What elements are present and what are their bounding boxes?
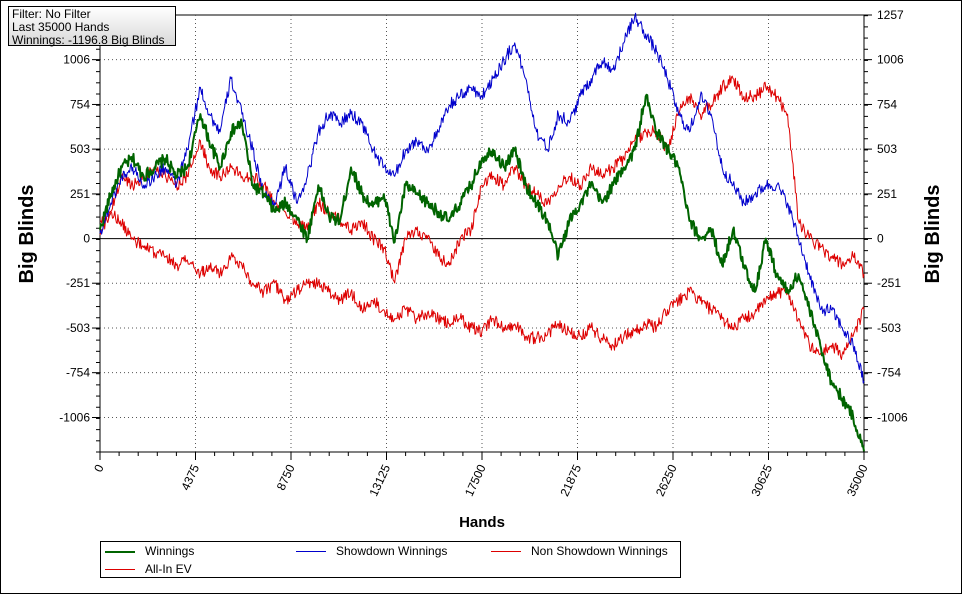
x-tick-label: 0 [91,462,107,474]
legend-label-non-showdown: Non Showdown Winnings [531,544,668,558]
y-tick-label-left: -503 [66,321,90,335]
y-axis-title-left: Big Blinds [16,185,38,284]
legend-swatch-allin-ev [105,569,135,571]
legend-label-allin-ev: All-In EV [145,562,192,576]
winnings-text: Winnings: -1196.8 Big Blinds [12,33,165,47]
legend-item-allin-ev: All-In EV [105,561,192,577]
x-tick-label: 35000 [844,462,871,498]
grid [100,15,864,452]
y-axis-title-right: Big Blinds [922,185,944,284]
x-tick-label: 26250 [653,462,680,498]
x-axis-title: Hands [459,514,505,531]
y-tick-label-right: 503 [877,142,897,156]
legend-swatch-non-showdown [491,551,521,553]
x-tick-label: 13125 [366,462,393,498]
y-tick-label-left: 503 [70,142,90,156]
info-box: Filter: No Filter Last 35000 Hands Winni… [8,6,176,47]
y-tick-label-right: 0 [877,232,884,246]
legend: Winnings Showdown Winnings Non Showdown … [100,541,681,578]
series-line-all-in-ev [99,209,865,360]
y-tick-label-left: 251 [70,187,90,201]
y-tick-label-left: 1006 [63,53,90,67]
legend-item-showdown: Showdown Winnings [296,543,447,559]
y-tick-label-right: -754 [877,366,901,380]
series-line-showdown-winnings [99,12,865,384]
x-tick-label: 21875 [557,462,584,498]
x-tick-label: 8750 [274,462,298,492]
y-tick-label-right: -1006 [877,410,908,424]
y-tick-label-left: 754 [70,97,90,111]
x-tick-label: 4375 [178,462,202,492]
x-tick-label: 30625 [748,462,775,498]
legend-item-winnings: Winnings [105,543,194,559]
series-line-winnings [99,93,865,452]
legend-swatch-showdown [296,551,326,553]
legend-swatch-winnings [105,550,135,553]
y-tick-label-left: 0 [83,232,90,246]
hands-text: Last 35000 Hands [12,20,110,34]
y-tick-label-right: 754 [877,97,897,111]
y-tick-label-right: -251 [877,276,901,290]
filter-text: Filter: No Filter [12,7,91,21]
y-tick-label-right: -503 [877,321,901,335]
y-tick-label-left: -251 [66,276,90,290]
legend-label-showdown: Showdown Winnings [336,544,448,558]
y-tick-label-left: -1006 [59,410,90,424]
series-line-non-showdown-winnings [99,75,865,284]
y-tick-label-right: 251 [877,187,897,201]
y-tick-label-right: 1257 [877,8,904,22]
y-tick-label-left: -754 [66,366,90,380]
legend-item-non-showdown: Non Showdown Winnings [491,543,668,559]
x-tick-label: 17500 [462,462,489,498]
y-tick-label-right: 1006 [877,53,904,67]
series-lines [99,12,865,452]
axis-ticks [92,14,872,460]
plot-area [99,14,865,453]
legend-label-winnings: Winnings [145,544,195,558]
